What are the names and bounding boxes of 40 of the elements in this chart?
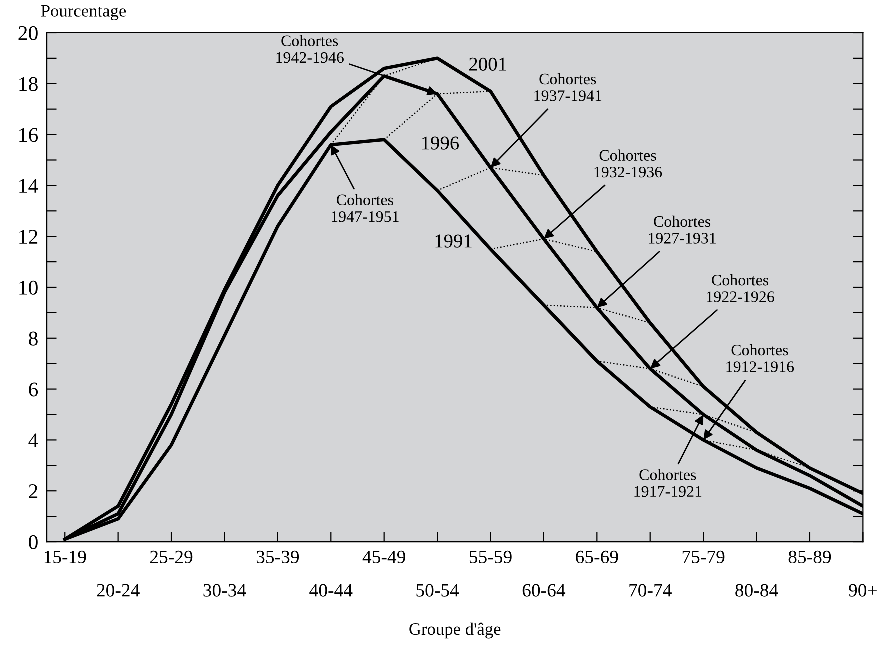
x-tick-label: 45-49 — [362, 550, 406, 564]
annotation: Cohortes 1917-1921 — [634, 469, 702, 498]
y-tick-label: 0 — [29, 535, 38, 550]
annotation: Cohortes 1942-1946 — [276, 35, 344, 64]
y-tick-label: 6 — [29, 382, 38, 397]
x-tick-label: 30-34 — [204, 584, 246, 597]
series-label: 1991 — [436, 234, 472, 248]
y-tick-label: 4 — [28, 434, 38, 448]
x-tick-label: 70-74 — [630, 584, 672, 597]
y-axis-title: Pourcentage — [41, 5, 126, 21]
x-tick-label: 85-89 — [788, 550, 832, 564]
annotation: Cohortes 1937-1941 — [534, 73, 602, 102]
x-tick-label: 80-84 — [736, 584, 778, 597]
x-tick-label: 90+ — [849, 584, 877, 597]
x-axis-title: Groupe d'âge — [410, 622, 501, 639]
x-tick-label: 40-44 — [310, 584, 353, 597]
series-label: 1996 — [422, 136, 460, 150]
x-tick-label: 35-39 — [256, 550, 300, 564]
y-tick-label: 16 — [20, 128, 38, 142]
x-tick-label: 60-64 — [522, 584, 566, 597]
x-tick-label: 55-59 — [470, 550, 512, 564]
annotation: Cohortes 1912-1916 — [726, 344, 794, 372]
x-tick-label: 15-19 — [44, 550, 86, 564]
x-tick-label: 65-69 — [576, 550, 618, 564]
y-tick-label: 10 — [20, 280, 38, 295]
x-tick-label: 25-29 — [150, 550, 193, 564]
x-tick-label: 75-79 — [682, 550, 725, 564]
y-tick-label: 14 — [20, 179, 38, 193]
annotation: Cohortes 1922-1926 — [707, 274, 774, 302]
y-tick-label: 20 — [18, 26, 38, 40]
y-tick-label: 18 — [20, 77, 38, 92]
series-label: 2001 — [470, 58, 506, 71]
y-tick-label: 8 — [29, 332, 38, 346]
x-tick-label: 50-54 — [416, 584, 460, 597]
y-tick-label: 2 — [29, 484, 38, 498]
annotation: Cohortes 1932-1936 — [594, 150, 662, 178]
y-tick-label: 12 — [20, 230, 38, 244]
x-tick-label: 20-24 — [97, 584, 140, 597]
annotation: Cohortes 1947-1951 — [332, 194, 399, 222]
annotation: Cohortes 1927-1931 — [649, 216, 716, 244]
